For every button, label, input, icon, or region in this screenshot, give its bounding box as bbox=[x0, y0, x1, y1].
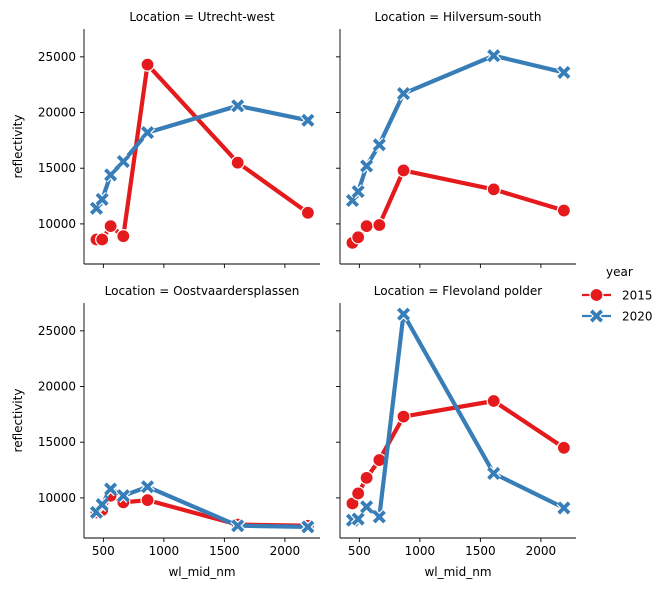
series-line-2020 bbox=[350, 53, 567, 203]
data-point-2020 bbox=[301, 520, 315, 534]
x-tick-label: 1500 bbox=[209, 544, 240, 558]
data-point-2020 bbox=[487, 466, 501, 480]
data-point-2020 bbox=[557, 65, 571, 79]
x-tick-label: 500 bbox=[348, 544, 371, 558]
x-tick-label: 2000 bbox=[526, 544, 557, 558]
data-point-2020 bbox=[104, 482, 118, 496]
y-tick-label: 20000 bbox=[38, 106, 76, 120]
data-point-2020 bbox=[396, 307, 411, 321]
data-point-2015 bbox=[300, 205, 315, 220]
data-point-2015 bbox=[396, 409, 411, 424]
data-point-2020 bbox=[487, 49, 501, 63]
y-tick-label: 15000 bbox=[38, 161, 76, 175]
panel-title-flevoland-polder: Location = Flevoland polder bbox=[374, 284, 543, 298]
data-point-2015 bbox=[359, 219, 374, 234]
data-point-2020 bbox=[360, 500, 374, 514]
data-point-2020 bbox=[372, 510, 386, 524]
y-tick-label: 15000 bbox=[38, 435, 76, 449]
data-point-2015 bbox=[140, 57, 155, 72]
data-point-2015 bbox=[372, 217, 387, 233]
data-point-2020 bbox=[372, 138, 386, 152]
series-line-2015 bbox=[94, 62, 310, 242]
legend-marker-2020 bbox=[589, 309, 604, 323]
legend-label-2015: 2015 bbox=[622, 289, 653, 303]
data-point-2015 bbox=[116, 229, 131, 244]
data-point-2020 bbox=[231, 519, 245, 533]
data-point-2020 bbox=[116, 154, 130, 169]
data-point-2015 bbox=[486, 393, 501, 409]
y-axis-label: reflectivity bbox=[11, 389, 25, 453]
data-point-2020 bbox=[140, 126, 155, 140]
x-tick-label: 1000 bbox=[149, 544, 180, 558]
data-point-2020 bbox=[95, 192, 109, 206]
data-point-2020 bbox=[301, 113, 315, 127]
data-point-2015 bbox=[103, 219, 118, 234]
panel-title-hilversum-south: Location = Hilversum-south bbox=[375, 10, 542, 24]
data-point-2020 bbox=[360, 159, 374, 173]
panel-utrecht-west: Location = Utrecht-west 10000 15000 20000 25… bbox=[11, 10, 320, 268]
panel-hilversum-south: Location = Hilversum-south bbox=[336, 10, 576, 268]
data-point-2015 bbox=[230, 155, 245, 170]
x-axis-label: wl_mid_nm bbox=[168, 565, 235, 579]
x-tick-label: 1000 bbox=[405, 544, 436, 558]
x-tick-label: 1500 bbox=[465, 544, 496, 558]
data-point-2015 bbox=[396, 163, 411, 178]
legend-marker-2015 bbox=[589, 287, 604, 303]
data-point-2020 bbox=[351, 185, 365, 199]
data-point-2020 bbox=[95, 498, 109, 512]
legend-entry-2020: 2020 bbox=[582, 308, 653, 324]
data-point-2015 bbox=[556, 203, 571, 218]
data-point-2020 bbox=[140, 480, 155, 494]
panel-title-utrecht-west: Location = Utrecht-west bbox=[129, 10, 275, 24]
data-point-2015 bbox=[140, 493, 155, 508]
y-tick-label: 25000 bbox=[38, 50, 76, 64]
data-point-2020 bbox=[231, 99, 245, 113]
data-point-2020 bbox=[557, 501, 571, 515]
y-axis-label: reflectivity bbox=[11, 115, 25, 179]
data-point-2020 bbox=[116, 489, 130, 503]
data-point-2015 bbox=[556, 440, 571, 455]
data-point-2015 bbox=[351, 486, 366, 501]
data-point-2015 bbox=[486, 182, 501, 197]
data-point-2015 bbox=[359, 470, 374, 485]
x-axis-label: wl_mid_nm bbox=[424, 565, 491, 579]
legend: year 2015 2020 bbox=[582, 265, 653, 324]
panel-flevoland-polder: Location = Flevoland polder 500 1000 1500 20… bbox=[336, 284, 576, 579]
panel-oostvaardersplassen: Location = Oostvaardersplassen 10000 15000… bbox=[11, 284, 320, 579]
x-tick-label: 2000 bbox=[270, 544, 301, 558]
legend-label-2020: 2020 bbox=[622, 310, 653, 324]
panel-title-oostvaardersplassen: Location = Oostvaardersplassen bbox=[105, 284, 300, 298]
x-tick-label: 500 bbox=[92, 544, 115, 558]
data-point-2020 bbox=[396, 87, 411, 101]
data-point-2020 bbox=[351, 512, 365, 526]
data-point-2015 bbox=[95, 232, 110, 247]
data-point-2020 bbox=[104, 168, 118, 182]
y-tick-label: 10000 bbox=[38, 491, 76, 505]
series-line-2020 bbox=[350, 312, 567, 523]
legend-title: year bbox=[606, 265, 633, 279]
series-line-2015 bbox=[350, 168, 567, 245]
y-tick-label: 25000 bbox=[38, 324, 76, 338]
y-tick-label: 20000 bbox=[38, 380, 76, 394]
data-point-2015 bbox=[351, 230, 366, 245]
y-tick-label: 10000 bbox=[38, 217, 76, 231]
legend-entry-2015: 2015 bbox=[582, 287, 653, 303]
